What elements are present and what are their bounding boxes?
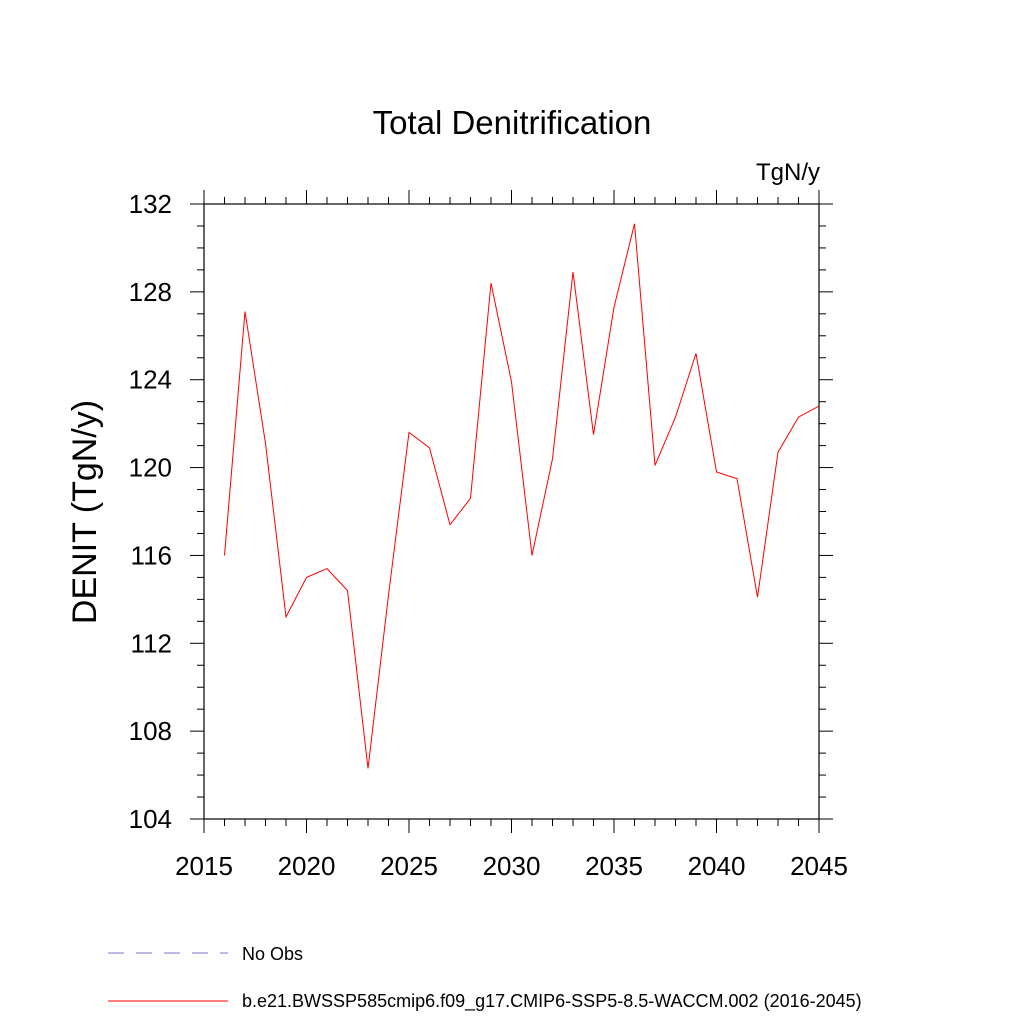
y-tick-label: 116 <box>131 540 172 570</box>
x-tick-label: 2035 <box>585 851 643 881</box>
x-tick-label: 2045 <box>790 851 848 881</box>
x-tick-label: 2040 <box>688 851 746 881</box>
major-ticks <box>190 190 833 833</box>
x-tick-labels: 2015 2020 2025 2030 2035 2040 2045 <box>175 851 848 881</box>
legend: No Obs b.e21.BWSSP585cmip6.f09_g17.CMIP6… <box>108 944 862 1012</box>
y-tick-labels: 104 108 112 116 120 124 128 132 <box>129 189 172 834</box>
plot-frame <box>203 203 820 820</box>
x-tick-label: 2015 <box>175 851 233 881</box>
y-tick-label: 120 <box>129 453 172 483</box>
chart-title: Total Denitrification <box>373 104 652 141</box>
units-label: TgN/y <box>756 159 820 186</box>
y-tick-label: 104 <box>129 804 172 834</box>
legend-label-model-run: b.e21.BWSSP585cmip6.f09_g17.CMIP6-SSP5-8… <box>242 991 862 1012</box>
minor-ticks <box>197 197 826 826</box>
series-layer <box>224 223 820 769</box>
y-tick-label: 128 <box>129 277 172 307</box>
y-axis-label: DENIT (TgN/y) <box>66 400 104 624</box>
x-tick-label: 2020 <box>278 851 336 881</box>
y-tick-label: 124 <box>129 365 172 395</box>
y-tick-label: 108 <box>129 716 172 746</box>
x-tick-label: 2025 <box>380 851 438 881</box>
legend-label-no-obs: No Obs <box>242 944 303 964</box>
x-tick-label: 2030 <box>483 851 541 881</box>
series-line <box>224 223 820 769</box>
y-tick-label: 112 <box>131 628 172 658</box>
y-tick-label: 132 <box>129 189 172 219</box>
